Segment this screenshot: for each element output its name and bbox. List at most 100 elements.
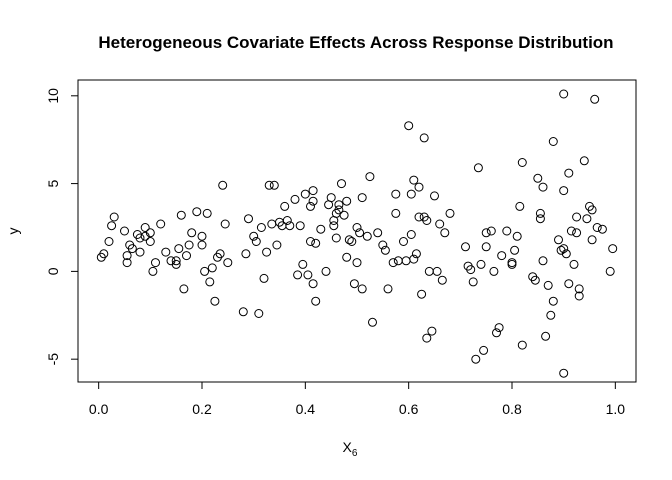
data-point bbox=[220, 219, 230, 229]
data-point bbox=[543, 280, 553, 290]
data-point bbox=[440, 228, 450, 238]
y-tick-label: 0 bbox=[45, 267, 61, 275]
data-point bbox=[264, 180, 274, 190]
data-point bbox=[507, 258, 517, 268]
data-point bbox=[99, 249, 109, 259]
data-point bbox=[140, 223, 150, 232]
data-point bbox=[559, 186, 569, 196]
data-point bbox=[122, 251, 132, 261]
data-point bbox=[417, 289, 427, 299]
data-point bbox=[383, 284, 393, 294]
points-layer bbox=[96, 89, 618, 378]
data-point bbox=[362, 231, 372, 241]
data-point bbox=[548, 296, 558, 306]
data-point bbox=[308, 196, 318, 206]
data-point bbox=[401, 256, 411, 266]
data-point bbox=[184, 240, 194, 250]
data-point bbox=[241, 249, 251, 259]
data-point bbox=[559, 89, 569, 99]
data-point bbox=[352, 258, 362, 268]
data-point bbox=[590, 94, 600, 104]
data-point bbox=[238, 307, 248, 317]
data-point bbox=[530, 275, 540, 285]
data-point bbox=[597, 224, 607, 234]
data-point bbox=[337, 179, 346, 189]
data-point bbox=[507, 259, 517, 269]
data-point bbox=[422, 216, 432, 225]
data-point bbox=[127, 244, 137, 254]
data-point bbox=[378, 240, 388, 250]
data-point bbox=[179, 284, 189, 294]
data-point bbox=[285, 221, 295, 231]
y-tick-label: -5 bbox=[45, 353, 61, 366]
data-point bbox=[409, 175, 419, 185]
data-point bbox=[587, 235, 597, 245]
data-point bbox=[197, 240, 207, 250]
data-point bbox=[419, 133, 429, 143]
data-point bbox=[176, 210, 186, 220]
data-point bbox=[251, 237, 261, 246]
data-point bbox=[223, 258, 233, 268]
data-point bbox=[574, 291, 584, 301]
data-point bbox=[481, 228, 491, 238]
data-point bbox=[259, 273, 269, 283]
data-point bbox=[471, 354, 481, 364]
data-point bbox=[510, 245, 520, 255]
data-point bbox=[298, 259, 308, 269]
data-point bbox=[432, 266, 442, 276]
data-point bbox=[107, 221, 117, 231]
data-point bbox=[473, 163, 483, 173]
data-point bbox=[430, 191, 439, 201]
data-point bbox=[192, 207, 202, 217]
data-point bbox=[316, 224, 326, 234]
data-point bbox=[391, 208, 401, 218]
data-point bbox=[334, 200, 344, 210]
data-point bbox=[409, 254, 419, 264]
data-point bbox=[582, 214, 592, 224]
data-point bbox=[365, 172, 375, 182]
data-point bbox=[326, 193, 336, 203]
data-point bbox=[210, 296, 220, 306]
data-point bbox=[479, 345, 489, 355]
data-point bbox=[197, 231, 207, 241]
data-point bbox=[605, 266, 615, 276]
x-axis-label-main: X bbox=[343, 439, 353, 455]
data-point bbox=[357, 193, 367, 203]
y-axis: -5 0 5 10 bbox=[45, 88, 79, 366]
data-point bbox=[538, 182, 548, 192]
data-point bbox=[492, 328, 501, 338]
data-point bbox=[572, 228, 582, 238]
data-point bbox=[357, 284, 367, 294]
data-point bbox=[406, 230, 416, 239]
data-point bbox=[280, 201, 290, 211]
data-point bbox=[502, 226, 512, 236]
data-point bbox=[135, 233, 145, 243]
data-point bbox=[414, 182, 424, 192]
data-point bbox=[393, 256, 403, 266]
data-point bbox=[368, 317, 377, 327]
x-tick-label: 0.4 bbox=[296, 401, 316, 417]
x-tick-label: 0.6 bbox=[399, 401, 419, 417]
data-point bbox=[329, 221, 339, 231]
x-tick-label: 0.0 bbox=[89, 401, 109, 417]
data-point bbox=[486, 226, 496, 236]
data-point bbox=[321, 266, 331, 276]
data-point bbox=[207, 263, 217, 273]
data-point bbox=[414, 212, 424, 222]
data-point bbox=[445, 208, 455, 218]
data-point bbox=[120, 226, 129, 236]
data-point bbox=[380, 245, 390, 255]
data-point bbox=[171, 256, 181, 266]
x-tick-label: 0.2 bbox=[192, 401, 212, 417]
y-axis-label: y bbox=[5, 228, 21, 235]
data-point bbox=[422, 333, 432, 343]
data-point bbox=[109, 212, 119, 222]
data-point bbox=[554, 235, 563, 245]
data-point bbox=[254, 309, 264, 318]
data-point bbox=[564, 279, 574, 289]
data-point bbox=[546, 310, 556, 320]
data-point bbox=[494, 323, 504, 333]
data-point bbox=[608, 244, 618, 254]
data-point bbox=[269, 180, 279, 190]
data-point bbox=[592, 223, 602, 232]
